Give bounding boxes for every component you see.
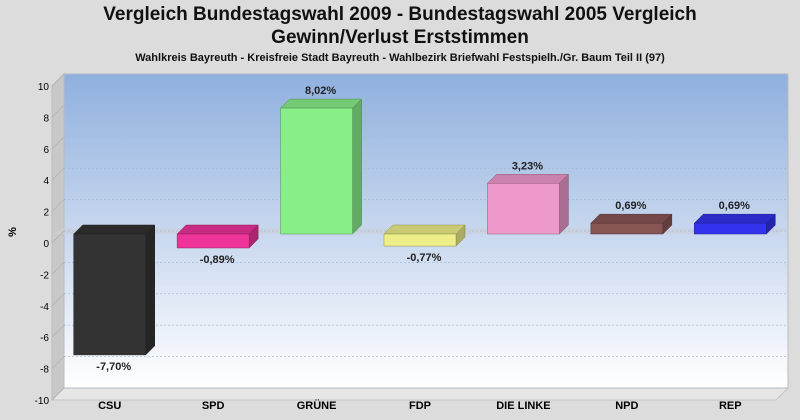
y-tick-label: 2: [43, 208, 49, 219]
grid-line-wall: [51, 387, 65, 401]
x-tick-label: GRÜNE: [297, 399, 337, 412]
bar-front: [73, 233, 146, 356]
y-tick-label: 6: [43, 145, 49, 156]
y-tick-label: 0: [43, 239, 49, 250]
grid-line-wall: [51, 356, 65, 369]
x-tick-label: DIE LINKE: [496, 400, 550, 412]
grid-line-wall: [51, 324, 65, 338]
y-tick-label: 8: [43, 113, 49, 124]
grid-line-wall: [51, 136, 65, 150]
bar-front: [383, 233, 457, 247]
y-tick-label: -4: [40, 302, 49, 313]
grid-line-wall: [51, 199, 65, 212]
bar: [486, 173, 570, 235]
bar-front: [590, 222, 664, 235]
y-tick-label: 10: [38, 82, 50, 93]
bar-top: [176, 224, 259, 235]
bar-top: [693, 213, 776, 224]
bar-top: [279, 98, 363, 109]
x-tick-label: FDP: [409, 400, 431, 412]
grid-line-wall: [51, 73, 65, 87]
chart-title: Vergleich Bundestagswahl 2009 - Bundesta…: [103, 4, 697, 25]
data-label: 3,23%: [512, 160, 543, 172]
grid-line-wall: [51, 105, 65, 118]
y-tick-label: -2: [40, 270, 49, 281]
data-label: -0,77%: [407, 252, 442, 264]
chart-subtitle: Wahlkreis Bayreuth - Kreisfreie Stadt Ba…: [135, 52, 665, 64]
bar-side: [145, 224, 155, 356]
bar-top: [590, 213, 673, 224]
bar: [279, 98, 363, 235]
bar-side: [352, 98, 362, 235]
bar-top: [73, 224, 156, 235]
grid-line-wall: [51, 293, 65, 307]
data-label: -0,89%: [200, 254, 235, 266]
data-label: 8,02%: [305, 85, 336, 97]
grid-line-wall: [51, 230, 65, 244]
data-label: -7,70%: [96, 361, 131, 373]
x-tick-label: CSU: [98, 400, 121, 412]
y-tick-label: -8: [40, 365, 49, 376]
bar-top: [383, 224, 466, 235]
bar-front: [176, 233, 250, 249]
y-tick-label: -6: [40, 333, 49, 344]
x-tick-label: REP: [719, 400, 742, 412]
grid-line-wall: [51, 262, 65, 275]
x-tick-label: NPD: [615, 400, 638, 412]
bar: [383, 224, 466, 247]
bar: [590, 213, 673, 235]
bar-front: [694, 222, 767, 235]
bar: [176, 224, 259, 249]
chart-title-line-2: Gewinn/Verlust Erststimmen: [271, 27, 529, 48]
bar-front: [280, 107, 353, 235]
bar: [693, 213, 776, 235]
data-label: 0,69%: [615, 200, 646, 212]
data-label: 0,69%: [719, 200, 750, 212]
grid-line-wall: [51, 167, 65, 181]
bar-side: [559, 173, 569, 235]
plot-floor: [50, 387, 790, 401]
y-tick-label: 4: [43, 176, 49, 187]
y-tick-label: -10: [35, 396, 50, 407]
bar-front: [487, 183, 560, 235]
x-tick-label: SPD: [202, 400, 225, 412]
bar: [73, 224, 156, 356]
bar-top: [486, 174, 570, 184]
